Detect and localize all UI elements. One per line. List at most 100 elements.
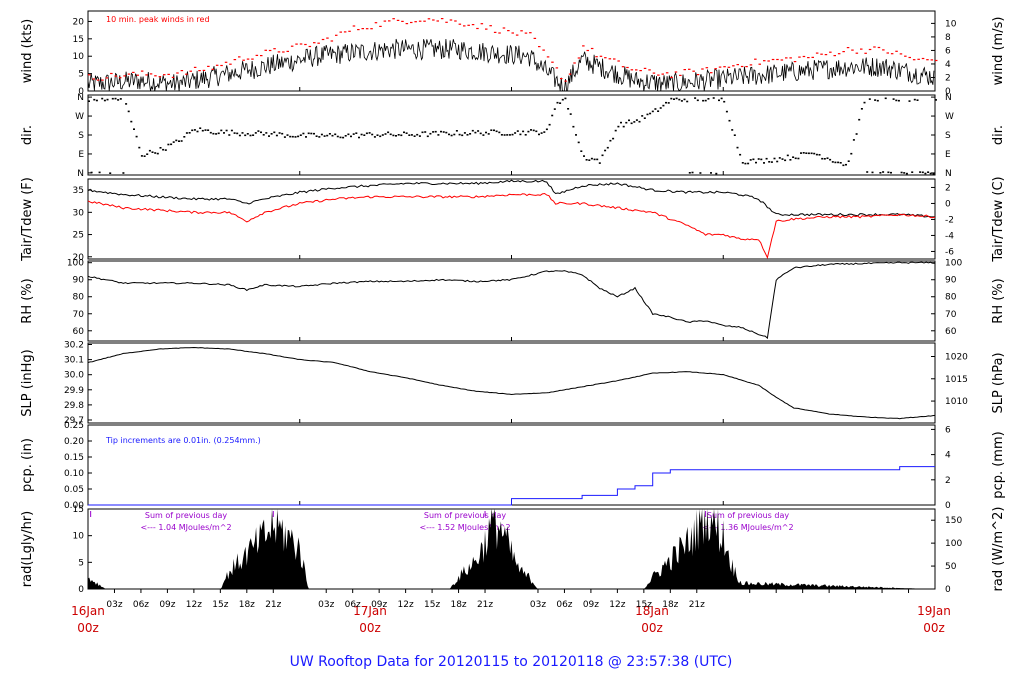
dir-point bbox=[167, 143, 170, 146]
dir-point bbox=[588, 159, 591, 161]
slp-left-tick-label: 30.0 bbox=[64, 371, 84, 381]
dir-point bbox=[440, 130, 442, 133]
wind-peak-point bbox=[837, 53, 841, 55]
dir-point bbox=[763, 162, 765, 164]
dir-point bbox=[133, 128, 135, 130]
wind-peak-point bbox=[793, 61, 797, 63]
dir-point bbox=[416, 133, 419, 136]
dir-point bbox=[707, 98, 710, 100]
dir-point bbox=[225, 129, 228, 132]
wind-peak-point bbox=[577, 57, 581, 59]
dir-point bbox=[710, 172, 712, 174]
dir-point bbox=[741, 162, 744, 164]
rh-left-tick-label: 90 bbox=[73, 276, 85, 286]
dir-point bbox=[135, 135, 138, 138]
dir-point bbox=[130, 120, 133, 123]
wind-peak-point bbox=[361, 28, 364, 30]
pcp-left-tick-label: 0.15 bbox=[64, 453, 84, 463]
wind-peak-point bbox=[418, 20, 422, 22]
wind-peak-point bbox=[335, 34, 338, 36]
dir-point bbox=[887, 171, 890, 174]
dir-point bbox=[900, 171, 903, 174]
wind-peak-point bbox=[215, 64, 219, 66]
wind-peak-point bbox=[802, 55, 806, 58]
pcp-note: Tip increments are 0.01in. (0.254mm.) bbox=[105, 436, 261, 445]
wind-peak-point bbox=[643, 67, 647, 69]
dir-point bbox=[485, 131, 487, 134]
wind-peak-point bbox=[785, 57, 788, 59]
dir-point bbox=[384, 133, 387, 135]
dir-point bbox=[673, 98, 675, 100]
dir-point bbox=[442, 131, 445, 133]
wind-peak-point bbox=[140, 70, 144, 72]
wind-peak-point bbox=[105, 77, 109, 79]
wind-peak-point bbox=[348, 30, 351, 32]
dir-point bbox=[466, 134, 469, 136]
dir-point bbox=[429, 132, 432, 135]
wind-peak-point bbox=[771, 58, 775, 61]
rad-right-tick-label: 100 bbox=[945, 539, 962, 549]
wind-peak-point bbox=[388, 20, 391, 22]
wind-peak-point bbox=[679, 74, 682, 76]
dir-point bbox=[845, 163, 847, 166]
dir-point bbox=[532, 129, 535, 132]
dir-point bbox=[829, 158, 832, 161]
wind-peak-point bbox=[198, 70, 201, 72]
dir-point bbox=[572, 125, 575, 128]
dir-point bbox=[580, 150, 583, 152]
wind-peak-point bbox=[127, 73, 131, 75]
wind-series-line bbox=[87, 38, 935, 92]
wind-peak-point bbox=[154, 75, 157, 77]
panel-temp-frame bbox=[87, 178, 936, 260]
dir-point bbox=[389, 133, 392, 136]
wind-peak-point bbox=[485, 28, 488, 30]
dir-point bbox=[238, 134, 241, 137]
day-label-17jan: 17Jan 00z bbox=[353, 604, 387, 635]
dir-point bbox=[249, 134, 252, 137]
dir-point bbox=[866, 171, 869, 173]
wind-peak-point bbox=[515, 34, 519, 36]
wind-peak-point bbox=[754, 58, 757, 60]
dir-point bbox=[273, 131, 276, 134]
wind-peak-point bbox=[277, 51, 281, 53]
wind-peak-point bbox=[101, 79, 104, 81]
wind-peak-point bbox=[886, 52, 889, 54]
temp-right-tick-label: 2 bbox=[945, 183, 951, 193]
dir-point bbox=[371, 133, 374, 136]
wind-peak-point bbox=[268, 49, 272, 52]
dir-left-tick-label: W bbox=[75, 112, 84, 122]
slp-right-tick-label: 1010 bbox=[945, 397, 968, 407]
wind-peak-point bbox=[445, 21, 448, 23]
wind-peak-point bbox=[290, 45, 294, 47]
dir-point bbox=[498, 131, 501, 134]
dir-point bbox=[127, 110, 130, 113]
dir-point bbox=[884, 97, 887, 100]
wind-peak-point bbox=[282, 51, 285, 53]
temp-series-tair-line bbox=[87, 179, 936, 218]
dir-right-tick-label: S bbox=[945, 131, 951, 141]
dir-point bbox=[810, 152, 813, 155]
dir-point bbox=[702, 99, 705, 102]
wind-peak-point bbox=[286, 50, 289, 52]
wind-peak-point bbox=[551, 61, 554, 63]
dir-point bbox=[911, 171, 914, 173]
dir-point bbox=[606, 146, 609, 149]
wind-peak-point bbox=[705, 67, 709, 69]
wind-peak-point bbox=[833, 55, 836, 57]
pcp-right-tick-label: 4 bbox=[945, 451, 951, 461]
temp-ylabel-left: Tair/Tdew (F) bbox=[20, 177, 35, 262]
dir-point bbox=[752, 158, 755, 161]
dir-point bbox=[858, 118, 861, 121]
wind-peak-point bbox=[185, 73, 188, 75]
rad-right-tick-label: 150 bbox=[945, 516, 962, 526]
dir-point bbox=[540, 132, 543, 134]
dir-point bbox=[601, 154, 604, 157]
wind-peak-point bbox=[776, 58, 779, 61]
wind-peak-point bbox=[661, 73, 664, 75]
wind-peak-point bbox=[683, 69, 686, 71]
x-hour-tick-label: 21z bbox=[477, 600, 493, 610]
temp-right-tick-label: 0 bbox=[945, 199, 951, 209]
dir-point bbox=[688, 172, 691, 174]
rh-right-tick-label: 80 bbox=[945, 293, 957, 303]
dir-point bbox=[800, 152, 802, 154]
